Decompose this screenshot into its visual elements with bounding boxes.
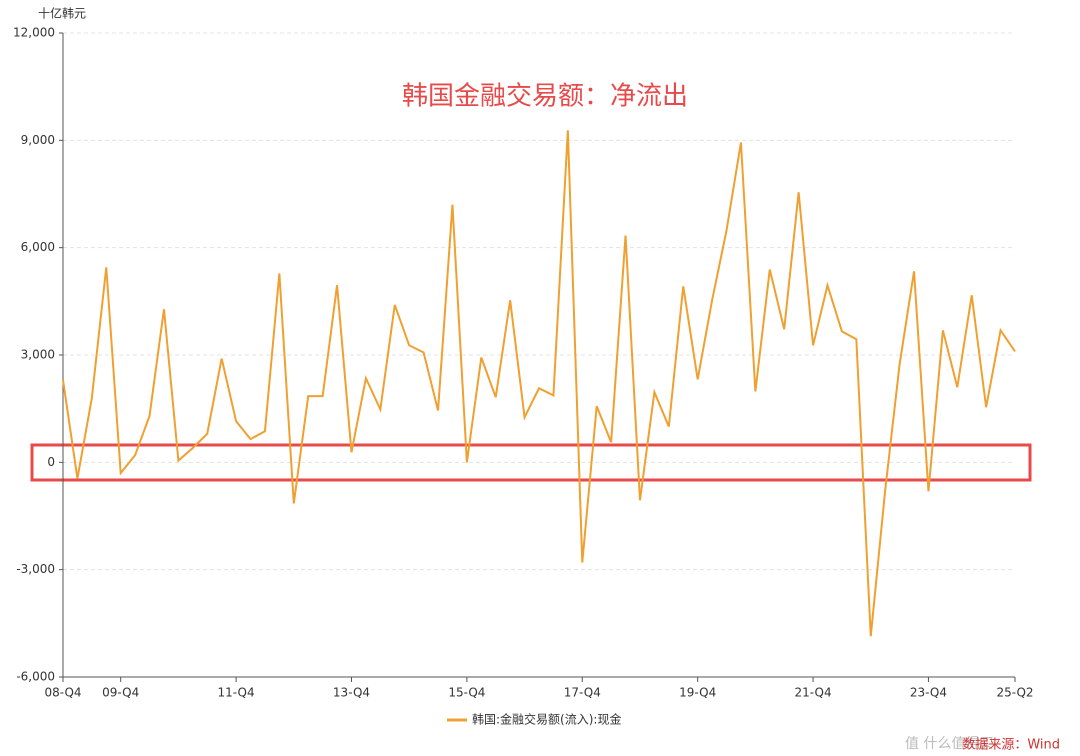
y-tick-label: 12,000 bbox=[13, 26, 55, 40]
y-tick-label: 6,000 bbox=[21, 240, 55, 254]
x-tick-label: 17-Q4 bbox=[564, 686, 601, 700]
x-tick-label: 08-Q4 bbox=[44, 686, 81, 700]
x-tick-label: 13-Q4 bbox=[333, 686, 370, 700]
y-tick-label: -3,000 bbox=[16, 562, 55, 576]
x-tick-label: 21-Q4 bbox=[794, 686, 831, 700]
x-tick-label: 23-Q4 bbox=[910, 686, 947, 700]
x-tick-label: 15-Q4 bbox=[448, 686, 485, 700]
highlight-box bbox=[30, 443, 1032, 482]
y-unit: 十亿韩元 bbox=[38, 6, 86, 21]
watermark: 值 什么值得买 bbox=[905, 735, 993, 752]
line-series bbox=[62, 130, 1016, 637]
annotation: 韩国金融交易额：净流出 bbox=[402, 82, 688, 112]
source: 数据来源：Wind bbox=[962, 738, 1060, 753]
y-tick-label: 9,000 bbox=[21, 133, 55, 147]
x-tick-label: 19-Q4 bbox=[679, 686, 716, 700]
x-tick-label: 11-Q4 bbox=[218, 686, 255, 700]
y-tick-label: 3,000 bbox=[21, 348, 55, 362]
y-tick-label: -6,000 bbox=[16, 670, 55, 684]
y-tick-label: 0 bbox=[47, 455, 55, 469]
x-tick-label: 09-Q4 bbox=[102, 686, 139, 700]
legend-label: 韩国:金融交易额(流入):现金 bbox=[472, 712, 621, 727]
x-tick-label: 25-Q2 bbox=[996, 686, 1033, 700]
